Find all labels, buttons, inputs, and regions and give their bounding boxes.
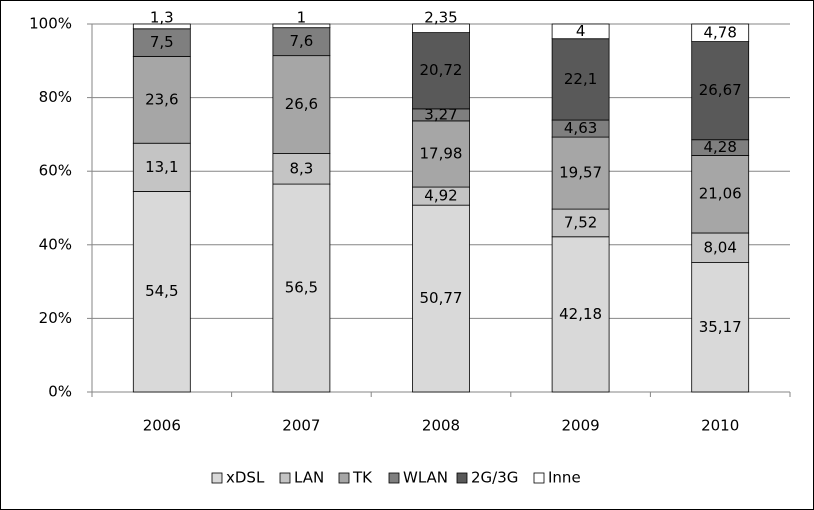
data-label: 1 xyxy=(297,9,307,27)
data-label: 7,52 xyxy=(564,213,597,231)
legend-swatch xyxy=(533,472,545,484)
data-label: 4,28 xyxy=(703,138,736,156)
y-tick-label: 20% xyxy=(39,309,72,327)
legend-swatch xyxy=(279,472,291,484)
legend-swatch xyxy=(456,472,468,484)
y-tick-label: 0% xyxy=(48,383,72,401)
data-label: 4,78 xyxy=(703,23,736,41)
data-label: 2,35 xyxy=(424,8,457,26)
x-tick-label: 2006 xyxy=(143,417,181,435)
bar-segment xyxy=(691,262,750,393)
data-label: 35,17 xyxy=(699,318,742,336)
data-label: 7,5 xyxy=(150,33,174,51)
y-tick-label: 60% xyxy=(39,162,72,180)
bar-segment xyxy=(691,23,750,42)
bar-segment xyxy=(132,191,191,393)
y-tick-label: 100% xyxy=(29,15,72,33)
data-label: 23,6 xyxy=(145,90,178,108)
legend-swatch xyxy=(338,472,350,484)
x-tick-label: 2007 xyxy=(282,417,320,435)
bar-segment xyxy=(551,208,610,238)
data-label: 1,3 xyxy=(150,9,174,27)
x-tick-label: 2010 xyxy=(701,417,739,435)
bar-segment xyxy=(551,23,610,40)
bar-segment xyxy=(272,55,331,154)
bar-segment xyxy=(272,153,331,185)
data-label: 42,18 xyxy=(559,305,602,323)
bar-segment xyxy=(412,23,470,34)
data-label: 3,27 xyxy=(424,105,457,123)
legend-label: TK xyxy=(352,469,373,487)
data-label: 7,6 xyxy=(289,32,313,50)
x-tick-label: 2008 xyxy=(422,417,460,435)
data-label: 19,57 xyxy=(559,164,602,182)
bar-segment xyxy=(551,136,610,210)
data-label: 20,72 xyxy=(420,61,463,79)
data-label: 56,5 xyxy=(285,279,318,297)
bar-segment xyxy=(691,155,750,234)
data-label: 8,04 xyxy=(703,238,736,256)
bar-segment xyxy=(691,41,750,141)
data-label: 54,5 xyxy=(145,282,178,300)
data-label: 4,63 xyxy=(564,119,597,137)
legend-label: LAN xyxy=(294,469,324,487)
legend-label: 2G/3G xyxy=(471,469,518,487)
bar-segment xyxy=(272,23,331,29)
bar-segment xyxy=(272,183,331,393)
data-label: 50,77 xyxy=(420,289,463,307)
bar-segment xyxy=(132,23,191,30)
legend-swatch xyxy=(388,472,400,484)
bar-segment xyxy=(132,28,191,57)
bar-segment xyxy=(412,204,470,393)
data-label: 26,67 xyxy=(699,81,742,99)
legend-label: xDSL xyxy=(226,469,265,487)
data-label: 17,98 xyxy=(420,144,463,162)
bar-segment xyxy=(412,32,470,110)
data-label: 4 xyxy=(576,22,586,40)
data-label: 13,1 xyxy=(145,158,178,176)
data-label: 26,6 xyxy=(285,95,318,113)
legend-swatch xyxy=(211,472,223,484)
bar-segment xyxy=(412,120,470,188)
bar-segment xyxy=(691,232,750,263)
y-tick-label: 40% xyxy=(39,235,72,253)
legend-label: WLAN xyxy=(403,469,448,487)
bar-segment xyxy=(132,55,191,144)
bar-segment xyxy=(132,142,191,192)
y-tick-label: 80% xyxy=(39,88,72,106)
legend-label: Inne xyxy=(548,469,581,487)
bar-segment xyxy=(551,236,610,393)
data-label: 21,06 xyxy=(699,185,742,203)
data-label: 22,1 xyxy=(564,70,597,88)
data-label: 4,92 xyxy=(424,187,457,205)
x-tick-label: 2009 xyxy=(562,417,600,435)
data-label: 8,3 xyxy=(289,159,313,177)
